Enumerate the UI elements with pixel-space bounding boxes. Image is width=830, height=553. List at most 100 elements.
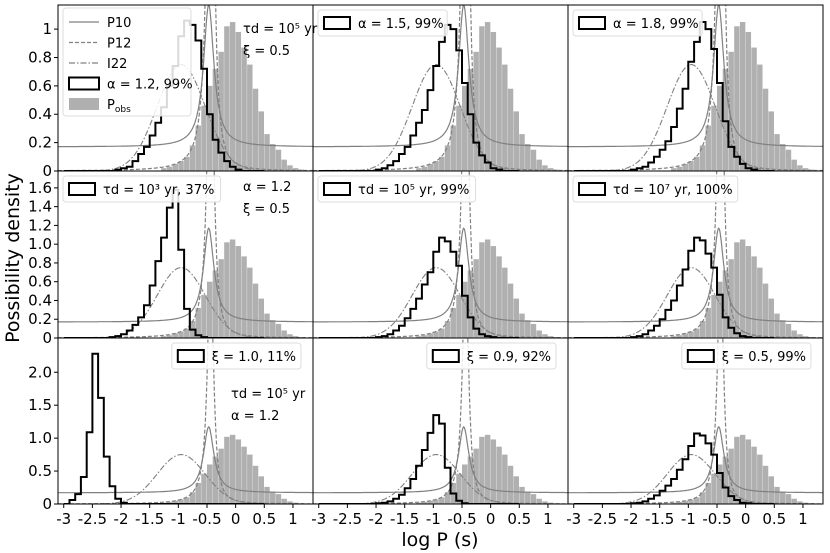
pobs-bar	[716, 85, 723, 171]
pobs-bar	[241, 256, 247, 338]
pobs-bar	[802, 336, 809, 338]
pobs-bar	[791, 498, 797, 504]
pobs-bar	[745, 31, 752, 171]
pobs-bar	[206, 281, 213, 338]
pobs-bar	[734, 436, 740, 504]
x-tick-label: -1.5	[390, 510, 419, 528]
p10-curve	[568, 5, 823, 148]
x-tick-label: -2	[624, 510, 639, 528]
x-tick-label: 1	[288, 510, 298, 528]
y-tick-label: 2.0	[28, 363, 52, 381]
pobs-bar	[184, 497, 190, 504]
pobs-bar	[774, 134, 780, 171]
x-tick-label: -0.5	[192, 510, 221, 528]
pobs-bar	[519, 486, 525, 504]
pobs-bar	[258, 476, 264, 504]
pobs-bar	[688, 161, 694, 171]
pobs-bar	[797, 165, 803, 171]
legend-i22: I22	[107, 57, 127, 72]
pobs-bar	[671, 502, 677, 504]
pobs-bar	[734, 242, 740, 338]
pobs-bar	[705, 482, 711, 504]
pobs-bar	[536, 498, 542, 504]
pobs-bar	[241, 446, 247, 504]
x-tick-label: 1	[543, 510, 553, 528]
y-tick-label: 1.0	[28, 235, 52, 253]
pobs-bar	[224, 242, 230, 338]
pobs-bar	[757, 64, 763, 171]
pobs-bar	[739, 22, 746, 171]
pobs-bar	[450, 125, 456, 171]
pobs-bar	[762, 283, 769, 338]
pobs-bar	[270, 144, 276, 171]
pobs-bar	[281, 159, 287, 171]
legend-model: ξ = 0.5, 99%	[722, 350, 806, 365]
x-tick-label: -2	[369, 510, 384, 528]
y-tick-label: 0	[42, 329, 52, 347]
x-tick-label: -0.5	[702, 510, 731, 528]
pobs-bar	[699, 492, 706, 504]
pobs-bar	[745, 246, 752, 338]
pobs-bar	[739, 434, 746, 504]
plot-area	[313, 338, 568, 504]
pobs-bar	[264, 313, 270, 338]
pobs-bar	[461, 281, 468, 338]
legend-p12: P12	[107, 37, 131, 52]
pobs-bar	[484, 434, 491, 504]
pobs-bar	[201, 294, 207, 338]
pobs-bar	[530, 494, 537, 504]
legend-p10: P10	[107, 16, 131, 31]
model-step-histogram	[63, 188, 265, 338]
pobs-bar	[785, 494, 792, 504]
y-tick-label: 1	[42, 20, 52, 38]
pobs-bar	[774, 313, 780, 338]
x-axis-label: log P (s)	[401, 529, 478, 551]
x-tick-label: 0.5	[762, 510, 786, 528]
p12-curve	[568, 171, 823, 338]
y-tick-label: 1.0	[28, 429, 52, 447]
p10-curve	[313, 5, 568, 148]
y-tick-label: 0.5	[28, 462, 52, 480]
pobs-bar	[287, 501, 293, 504]
pobs-bar	[711, 294, 717, 338]
y-tick-label: 0.4	[28, 105, 52, 123]
pobs-bar	[676, 166, 683, 171]
pobs-bar	[513, 476, 519, 504]
pobs-bar	[768, 476, 774, 504]
pobs-bar	[206, 85, 213, 171]
pobs-bar	[479, 242, 485, 338]
pobs-bar	[694, 328, 700, 338]
pobs-bar	[676, 502, 683, 504]
x-tick-label: -2	[114, 510, 129, 528]
pobs-bar	[490, 439, 497, 504]
plot-area	[313, 5, 568, 171]
pobs-bar	[252, 465, 259, 504]
pobs-bar	[525, 491, 531, 504]
p12-curve	[313, 338, 568, 504]
pobs-bar	[676, 335, 683, 338]
pobs-bar	[258, 111, 264, 171]
legend-model: α = 1.2, 99%	[107, 78, 193, 93]
pobs-bar	[688, 499, 694, 504]
pobs-bar	[218, 51, 224, 171]
pobs-bar	[264, 486, 270, 504]
pobs-bar	[172, 500, 179, 504]
panel-row1-col2: α = 1.5, 99%	[312, 4, 569, 172]
pobs-bar	[439, 497, 445, 504]
pobs-bar	[699, 145, 706, 171]
x-tick-label: -3	[56, 510, 71, 528]
x-tick-label: -1.5	[135, 510, 164, 528]
plot-area	[568, 5, 823, 171]
pobs-bar	[694, 497, 700, 504]
legend-model: α = 1.5, 99%	[358, 17, 444, 32]
p12-curve	[58, 338, 313, 504]
y-tick-label: 0.2	[28, 310, 52, 328]
pobs-bar	[433, 499, 439, 504]
pobs-bar	[218, 259, 224, 338]
pobs-bar	[195, 482, 201, 504]
pobs-bar	[275, 323, 282, 338]
pobs-bar	[189, 145, 196, 171]
pobs-bar	[224, 26, 230, 171]
pobs-bar	[716, 281, 723, 338]
